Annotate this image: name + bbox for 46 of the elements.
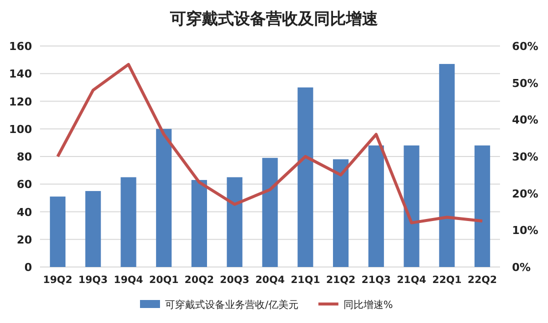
bar <box>226 177 242 267</box>
x-tick-label: 19Q2 <box>43 275 72 286</box>
y-tick-label: 160 <box>9 40 32 53</box>
legend-label: 同比增速% <box>343 299 393 311</box>
bar <box>85 191 101 267</box>
x-tick-label: 21Q3 <box>361 275 391 286</box>
bar <box>404 145 420 267</box>
y2-tick-label: 10% <box>512 224 538 238</box>
y-tick-label: 120 <box>9 95 32 108</box>
x-tick-label: 20Q2 <box>184 275 214 286</box>
x-tick-label: 19Q4 <box>114 275 144 286</box>
chart-title: 可穿戴式设备营收及同比增速 <box>169 9 379 28</box>
y-tick-label: 80 <box>16 150 32 164</box>
y2-tick-label: 30% <box>512 150 538 164</box>
y-tick-label: 0 <box>24 261 32 274</box>
y2-tick-label: 20% <box>512 187 538 200</box>
bar <box>50 196 66 267</box>
line-series <box>56 62 484 224</box>
x-tick-label: 20Q4 <box>255 275 285 286</box>
bar <box>191 180 208 267</box>
bar <box>156 128 172 267</box>
x-tick-label: 21Q4 <box>396 275 426 286</box>
bar <box>262 158 278 267</box>
y2-tick-label: 40% <box>512 114 538 127</box>
x-tick-label: 22Q1 <box>432 275 462 286</box>
y-tick-label: 100 <box>9 122 32 136</box>
x-tick-label: 22Q2 <box>468 275 498 286</box>
y-tick-label: 20 <box>16 233 32 246</box>
y-tick-label: 140 <box>9 68 32 81</box>
y2-tick-label: 50% <box>512 76 538 90</box>
bar <box>439 64 455 267</box>
x-tick-label: 20Q3 <box>220 275 250 286</box>
bar <box>298 87 314 267</box>
bar <box>332 159 349 267</box>
x-tick-label: 19Q3 <box>78 275 108 286</box>
x-tick-label: 21Q1 <box>290 275 320 286</box>
x-tick-label: 20Q1 <box>149 275 179 286</box>
bar <box>368 145 384 267</box>
y2-tick-label: 60% <box>512 40 538 53</box>
y-tick-label: 60 <box>16 178 32 192</box>
x-tick-label: 21Q2 <box>326 275 356 286</box>
bar <box>474 145 490 267</box>
bar <box>120 177 136 267</box>
legend-label: 可穿戴式设备业务营收/亿美元 <box>165 299 298 311</box>
y2-tick-label: 0% <box>512 261 531 274</box>
y-tick-label: 40 <box>16 206 32 219</box>
